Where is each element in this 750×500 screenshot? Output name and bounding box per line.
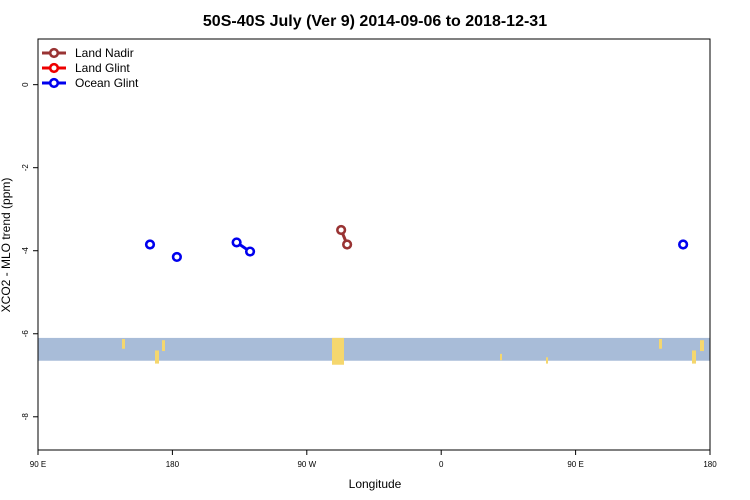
legend-label: Land Glint	[75, 61, 130, 75]
land-patch	[700, 340, 704, 352]
chart-title: 50S-40S July (Ver 9) 2014-09-06 to 2018-…	[203, 13, 547, 30]
x-tick-label: 90 W	[297, 460, 316, 469]
y-axis: 0 -2 -4 -6 -8	[21, 82, 38, 420]
series-land-nadir	[336, 224, 353, 250]
land-patch	[122, 339, 125, 349]
y-tick-label: -8	[21, 413, 30, 421]
data-point	[342, 239, 353, 250]
plot-frame	[37, 38, 711, 451]
series-layer	[144, 224, 689, 263]
x-tick-label: 180	[166, 460, 180, 469]
x-axis-label: Longitude	[349, 477, 402, 491]
x-tick-label: 90 E	[30, 460, 46, 469]
legend-item: Land Nadir	[42, 46, 134, 60]
legend-item: Land Glint	[42, 61, 130, 75]
legend-marker	[48, 62, 60, 74]
land-patch	[546, 357, 548, 364]
land-patch	[162, 340, 165, 352]
map-strip	[38, 337, 710, 365]
land-patch	[659, 339, 662, 349]
x-tick-label: 0	[439, 460, 444, 469]
y-axis-label: XCO2 - MLO trend (ppm)	[0, 178, 13, 313]
legend-item: Ocean Glint	[42, 76, 139, 90]
data-point	[336, 224, 347, 236]
land-patch	[332, 337, 344, 365]
legend-marker	[48, 47, 60, 59]
land-patch	[155, 350, 159, 364]
data-point	[144, 239, 156, 250]
y-tick-label: -6	[21, 330, 30, 338]
y-tick-label: -2	[21, 164, 30, 172]
legend-label: Land Nadir	[75, 46, 134, 60]
land-patch	[692, 350, 696, 364]
data-point	[231, 237, 242, 248]
y-tick-label: 0	[21, 82, 30, 87]
data-point	[244, 246, 256, 257]
land-patch	[500, 353, 502, 361]
legend-label: Ocean Glint	[75, 76, 139, 90]
y-tick-label: -4	[21, 247, 30, 255]
x-axis: 90 E 180 90 W 0 90 E 180	[30, 450, 717, 469]
x-tick-label: 180	[703, 460, 717, 469]
data-point	[171, 251, 182, 263]
series-ocean-glint	[144, 237, 689, 263]
ocean-band	[38, 337, 710, 361]
legend-marker	[48, 77, 60, 89]
land-patches	[122, 337, 704, 365]
x-tick-label: 90 E	[567, 460, 583, 469]
data-point	[678, 239, 689, 250]
